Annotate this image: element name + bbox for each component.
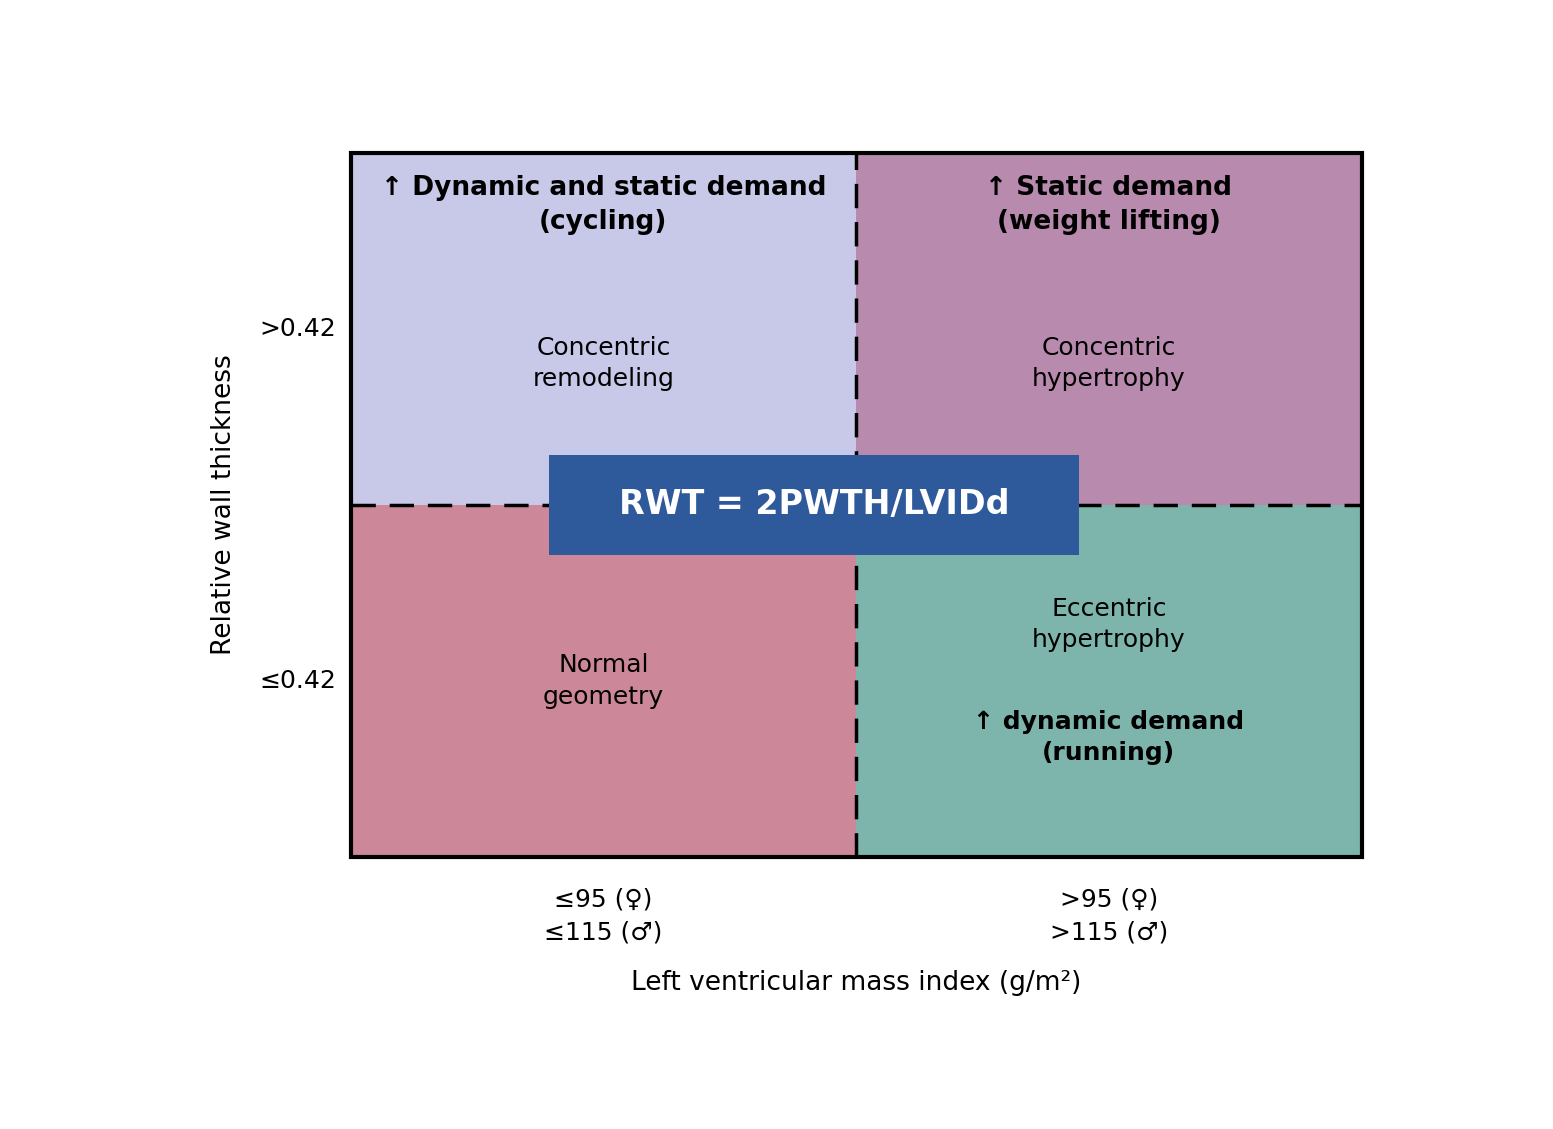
Text: Concentric
remodeling: Concentric remodeling — [533, 336, 674, 392]
Text: ↑ dynamic demand
(running): ↑ dynamic demand (running) — [974, 710, 1244, 765]
Bar — [351, 152, 856, 505]
Text: Relative wall thickness: Relative wall thickness — [211, 355, 238, 655]
Bar — [550, 455, 1079, 555]
Bar — [856, 152, 1362, 505]
Bar — [351, 152, 1362, 857]
Text: Normal
geometry: Normal geometry — [544, 654, 663, 709]
Text: Eccentric
hypertrophy: Eccentric hypertrophy — [1033, 597, 1185, 653]
Text: ↑ Static demand
(weight lifting): ↑ Static demand (weight lifting) — [985, 175, 1233, 235]
Text: >0.42: >0.42 — [259, 317, 335, 341]
Text: RWT = 2PWTH/LVIDd: RWT = 2PWTH/LVIDd — [618, 489, 1009, 522]
Text: Concentric
hypertrophy: Concentric hypertrophy — [1033, 336, 1185, 392]
Text: ≤95 (♀)
≤115 (♂): ≤95 (♀) ≤115 (♂) — [544, 887, 663, 945]
Bar — [351, 505, 856, 857]
Bar — [856, 505, 1362, 857]
Text: ↑ Dynamic and static demand
(cycling): ↑ Dynamic and static demand (cycling) — [380, 175, 826, 235]
Text: ≤0.42: ≤0.42 — [259, 669, 335, 693]
Text: >95 (♀)
>115 (♂): >95 (♀) >115 (♂) — [1050, 887, 1168, 945]
Text: Left ventricular mass index (g/m²): Left ventricular mass index (g/m²) — [631, 970, 1081, 996]
